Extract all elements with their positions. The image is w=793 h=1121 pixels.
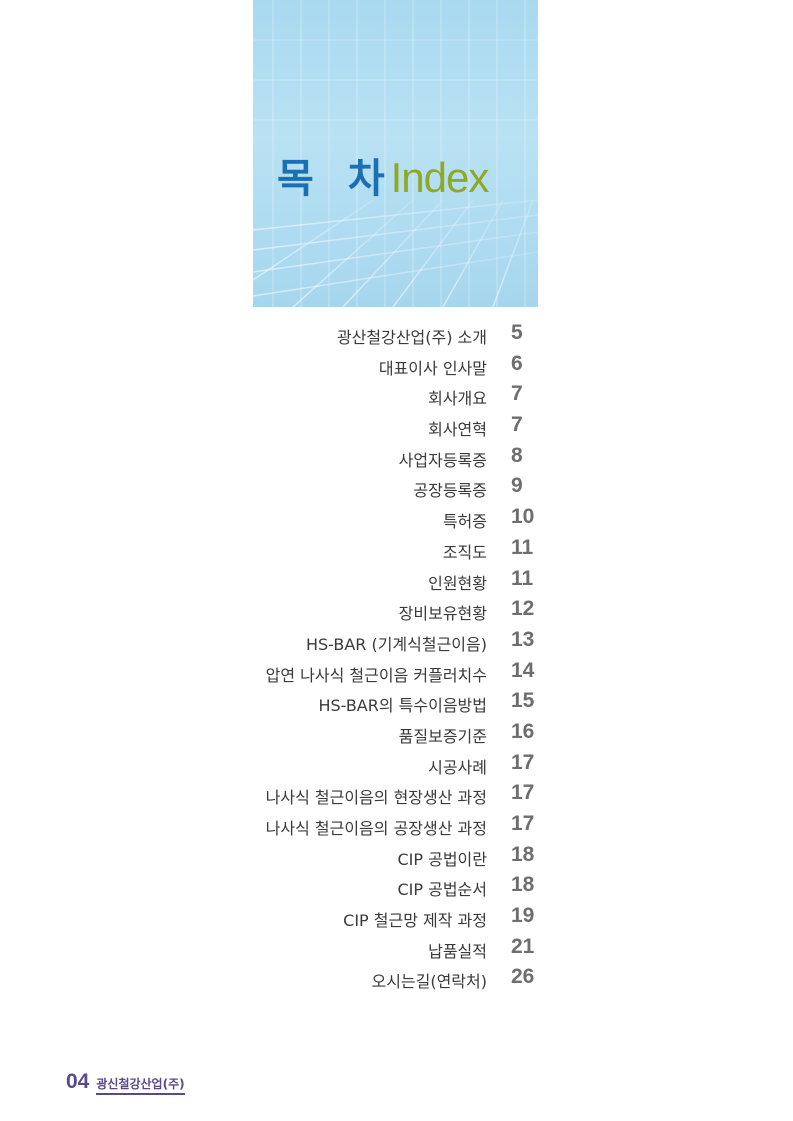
toc-label: CIP 공법이란 — [397, 849, 487, 869]
toc-entry[interactable]: 대표이사 인사말 6 — [0, 351, 793, 382]
toc-label: 나사식 철근이음의 공장생산 과정 — [265, 819, 487, 838]
toc-label: 대표이사 인사말 — [378, 358, 487, 378]
page-title: 목 차 Index — [277, 146, 490, 206]
toc-page-number: 7 — [511, 382, 523, 406]
page-footer: 04 광신철강산업(주) — [66, 1070, 185, 1095]
toc-page-number: 18 — [511, 842, 535, 866]
title-korean-second: 차 — [347, 156, 385, 202]
footer-company-name: 광신철강산업(주) — [96, 1075, 185, 1095]
toc-entry[interactable]: HS-BAR의 특수이음방법 15 — [0, 688, 793, 719]
toc-entry[interactable]: 시공사례 17 — [0, 750, 793, 781]
toc-label: 조직도 — [442, 542, 487, 562]
toc-entry[interactable]: CIP 철근망 제작 과정 19 — [0, 903, 793, 934]
toc-page-number: 26 — [511, 965, 535, 989]
toc-label: 사업자등록증 — [398, 450, 487, 470]
toc-page-number: 17 — [511, 781, 535, 805]
toc-page-number: 8 — [511, 443, 523, 467]
toc-label: 회사개요 — [428, 389, 487, 409]
toc-page-number: 7 — [511, 413, 523, 437]
toc-label: 회사연혁 — [428, 420, 487, 440]
toc-entry[interactable]: 나사식 철근이음의 공장생산 과정 17 — [0, 811, 793, 842]
toc-label: 시공사례 — [428, 757, 487, 777]
toc-label: 공장등록증 — [413, 481, 487, 501]
footer-page-number: 04 — [66, 1070, 90, 1093]
toc-label: CIP 공법순서 — [397, 880, 487, 900]
toc-page-number: 5 — [511, 321, 523, 344]
toc-page-number: 10 — [511, 505, 535, 529]
toc-entry[interactable]: HS-BAR (기계식철근이음) 13 — [0, 627, 793, 658]
toc-label: CIP 철근망 제작 과정 — [343, 911, 487, 931]
toc-label: 특허증 — [442, 512, 487, 532]
toc-page-number: 17 — [511, 750, 535, 774]
toc-entry[interactable]: 회사개요 7 — [0, 381, 793, 412]
toc-page-number: 9 — [511, 474, 523, 498]
toc-entry[interactable]: 장비보유현황 12 — [0, 596, 793, 627]
toc-entry[interactable]: 인원현황 11 — [0, 566, 793, 597]
toc-page-number: 19 — [511, 904, 535, 928]
toc-entry[interactable]: CIP 공법순서 18 — [0, 872, 793, 903]
toc-entry[interactable]: 품질보증기준 16 — [0, 719, 793, 750]
toc-entry[interactable]: 공장등록증 9 — [0, 473, 793, 504]
grid-pattern — [253, 0, 538, 307]
toc-entry[interactable]: 나사식 철근이음의 현장생산 과정 17 — [0, 780, 793, 811]
toc-label: 납품실적 — [428, 941, 487, 961]
toc-label: 오시는길(연락처) — [371, 972, 487, 992]
toc-page-number: 15 — [511, 689, 535, 713]
title-english: Index — [390, 154, 490, 201]
toc-page-number: 13 — [511, 627, 535, 651]
toc-label: HS-BAR의 특수이음방법 — [318, 696, 487, 716]
toc-label: 인원현황 — [428, 573, 487, 593]
toc-page-number: 16 — [511, 719, 535, 743]
toc-entry[interactable]: 회사연혁 7 — [0, 412, 793, 443]
toc-label: 압연 나사식 철근이음 커플러치수 — [265, 665, 487, 685]
toc-page-number: 6 — [511, 351, 523, 375]
toc-page-number: 12 — [511, 597, 535, 621]
cover-image — [253, 0, 538, 307]
toc-entry[interactable]: 압연 나사식 철근이음 커플러치수 14 — [0, 658, 793, 689]
toc-entry[interactable]: CIP 공법이란 18 — [0, 842, 793, 873]
toc-entry[interactable]: 오시는길(연락처) 26 — [0, 964, 793, 995]
toc-entry[interactable]: 납품실적 21 — [0, 934, 793, 965]
toc-page-number: 21 — [511, 934, 535, 958]
title-korean-first: 목 — [277, 156, 314, 202]
toc-entry[interactable]: 특허증 10 — [0, 504, 793, 535]
toc-page-number: 11 — [511, 566, 534, 590]
toc-entry[interactable]: 조직도 11 — [0, 535, 793, 566]
toc-entry[interactable]: 광산철강산업(주) 소개 5 — [0, 320, 793, 351]
toc-label: 품질보증기준 — [398, 726, 487, 746]
toc-page-number: 14 — [511, 658, 535, 682]
toc-label: HS-BAR (기계식철근이음) — [305, 634, 487, 654]
table-of-contents: 광산철강산업(주) 소개 5 대표이사 인사말 6 회사개요 7 회사연혁 7 사업자등… — [0, 320, 793, 995]
toc-label: 나사식 철근이음의 현장생산 과정 — [265, 788, 487, 808]
toc-label: 장비보유현황 — [398, 604, 487, 624]
toc-label: 광산철강산업(주) 소개 — [336, 328, 487, 347]
toc-page-number: 17 — [511, 812, 535, 835]
toc-page-number: 18 — [511, 873, 535, 897]
toc-page-number: 11 — [511, 535, 534, 559]
toc-entry[interactable]: 사업자등록증 8 — [0, 443, 793, 474]
